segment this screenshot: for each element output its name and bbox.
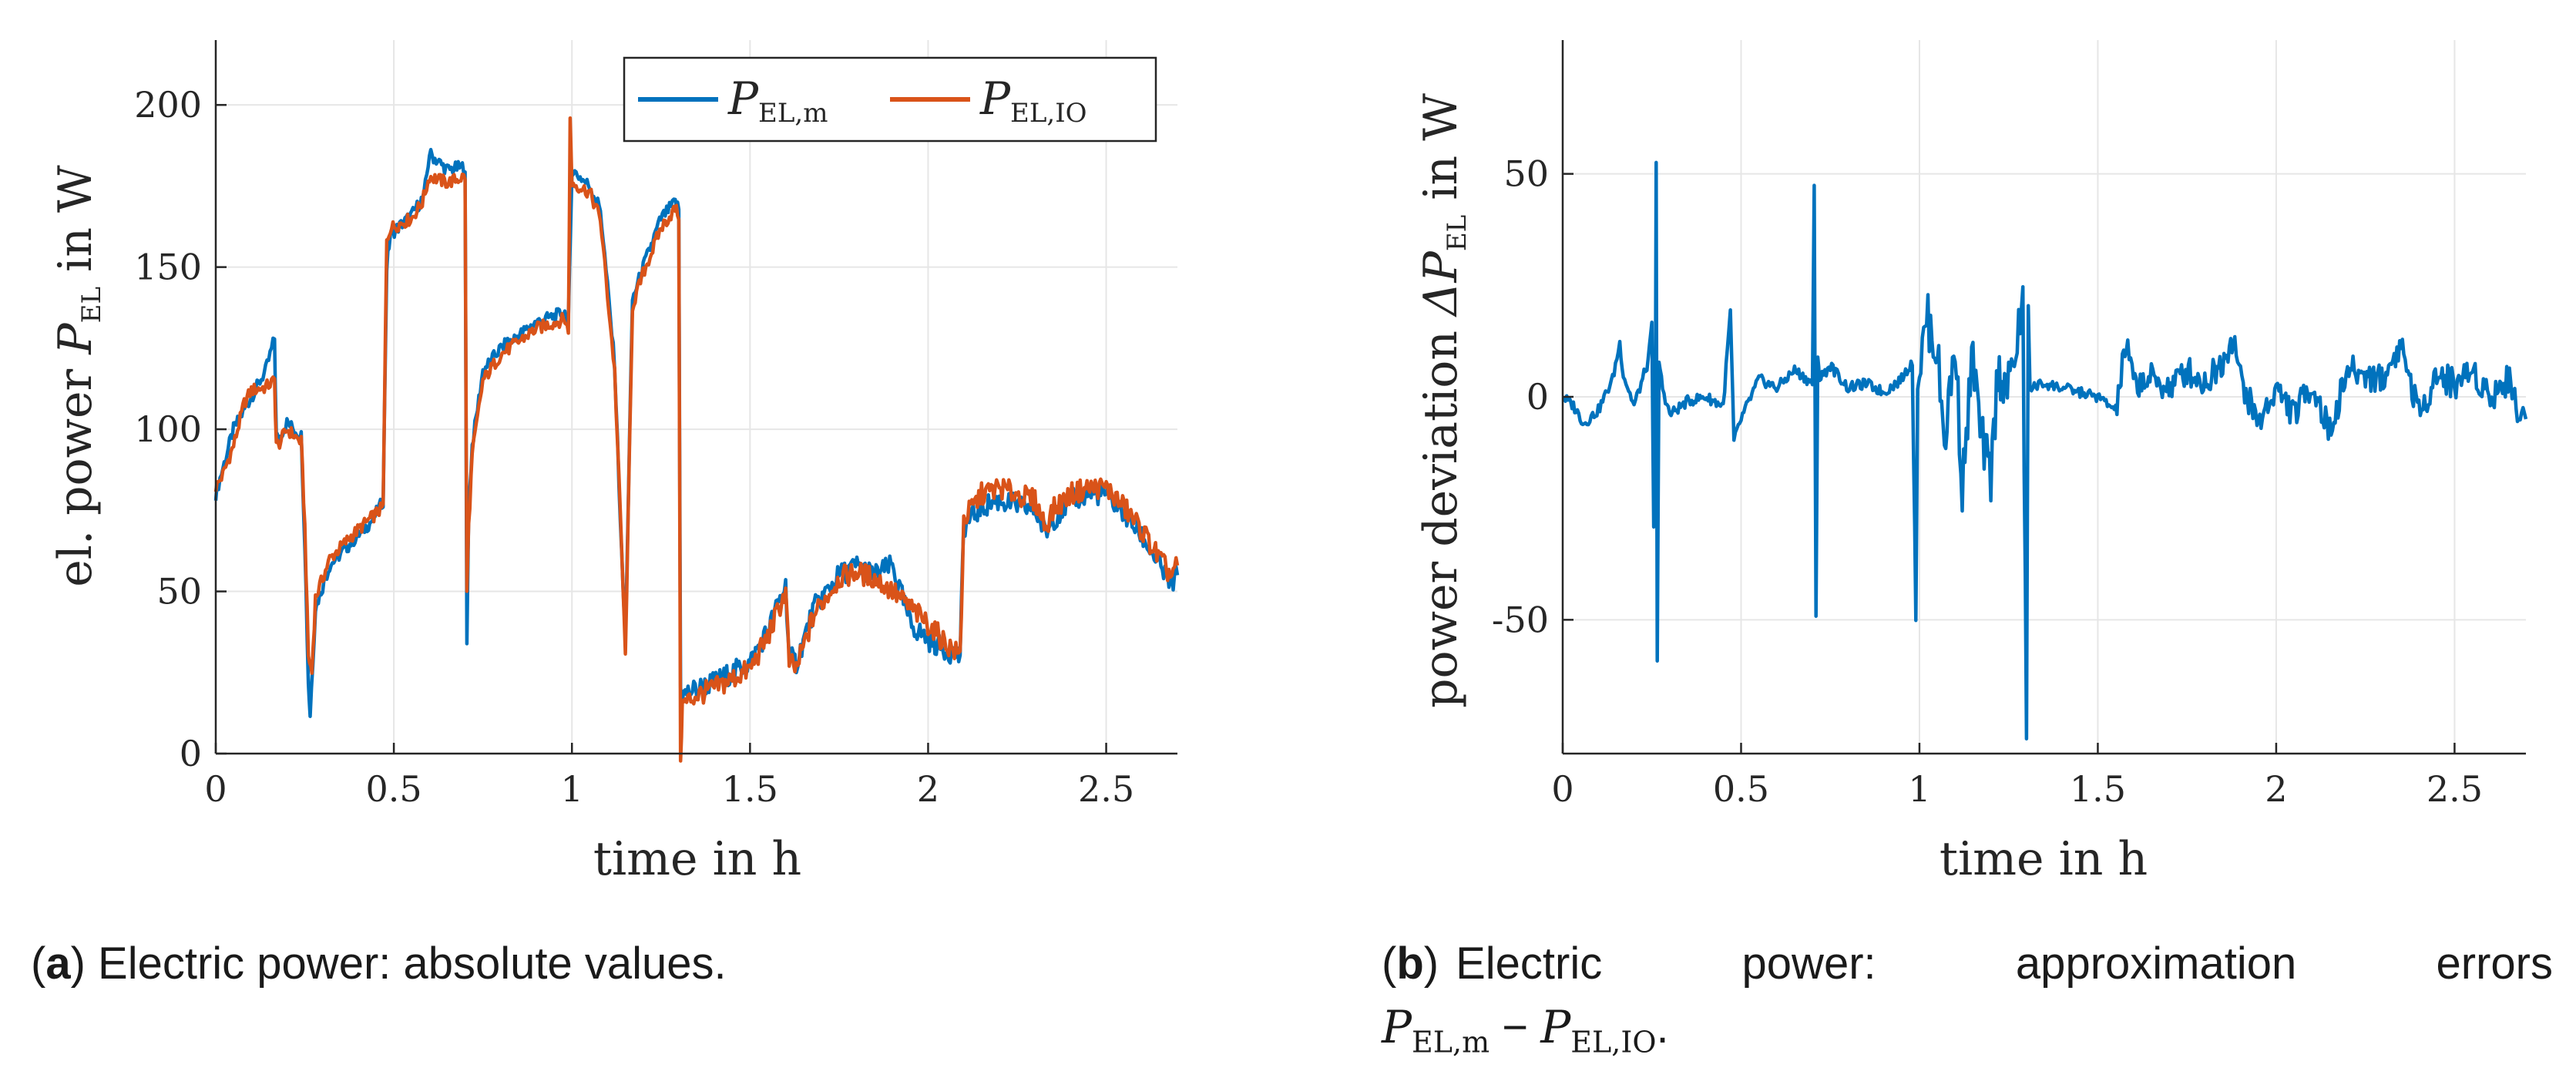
panel-a-y-tick-label-0: 0 <box>180 733 202 774</box>
caption-b-line2: PEL,m − PEL,IO. <box>1382 1001 1669 1059</box>
legend-entry-p-el-m: PEL,m <box>727 72 828 129</box>
panel-a-grid <box>215 40 1177 754</box>
panel-b-y-label-sub: EL <box>1442 215 1473 251</box>
caption-b-line1: (b) Electric power: approximation errors <box>1382 932 2553 996</box>
panel-b-x-axis-label: time in h <box>1940 832 2148 886</box>
panel-a-y-axis-label: el. power PEL in W <box>49 165 107 587</box>
caption-b-label: b <box>1396 939 1424 989</box>
panel-a-y-tick-label-2: 100 <box>134 408 202 450</box>
panel-b-power-deviation: 0 0.5 1 1.5 2 2.5 -50 0 50 time in h power devia… <box>1414 40 2528 886</box>
legend-entry-p-el-io: PEL,IO <box>979 72 1087 129</box>
panel-a-y-tick-label-1: 50 <box>156 571 202 613</box>
legend: PEL,m PEL,IO <box>623 56 1157 143</box>
panel-b-series <box>1562 160 2528 741</box>
panel-a-series-line-0 <box>213 147 1180 718</box>
panel-b-y-axis-label: power deviation ΔPEL in W <box>1414 93 1473 708</box>
panel-a-electric-power: 0 0.5 1 1.5 2 2.5 0 50 100 150 200 time in h el. p… <box>49 40 1180 886</box>
panel-a-y-label-text: el. power <box>49 368 102 586</box>
panel-a-x-tick-label-4: 2 <box>917 768 939 810</box>
panel-a-series <box>213 116 1180 763</box>
panel-b-x-tick-label-5: 2.5 <box>2427 768 2483 810</box>
panel-a-y-tick-label-4: 200 <box>134 84 202 126</box>
panel-a-x-tick-label-3: 1.5 <box>722 768 778 810</box>
panel-a-axes <box>214 40 1177 755</box>
panel-a-x-tick-label-2: 1 <box>561 768 583 810</box>
caption-a: (a) Electric power: absolute values. <box>31 939 727 989</box>
panel-b-y-tick-label-0: -50 <box>1492 599 1549 640</box>
panel-b-y-label-text: power deviation <box>1414 331 1468 708</box>
panel-b-x-tick-label-3: 1.5 <box>2070 768 2126 810</box>
panel-b-y-label-symbol: ΔP <box>1414 250 1468 317</box>
caption-b-text: Electric power: approximation errors <box>1456 939 2553 989</box>
panel-a-y-label-symbol: P <box>49 322 102 355</box>
panel-a-y-label-unit: in W <box>49 165 102 272</box>
panel-b-y-tick-label-1: 0 <box>1526 376 1549 418</box>
panel-a-x-axis-label: time in h <box>593 832 801 886</box>
caption-a-text: Electric power: absolute values. <box>98 939 727 989</box>
caption-a-label: a <box>45 939 71 989</box>
panel-a-x-tick-label-0: 0 <box>204 768 227 810</box>
panel-b-x-tick-label-2: 1 <box>1908 768 1930 810</box>
panel-a-series-line-1 <box>213 116 1180 763</box>
panel-b-x-tick-label-4: 2 <box>2265 768 2287 810</box>
panel-a-x-tick-label-1: 0.5 <box>366 768 422 810</box>
panel-b-y-label-unit: in W <box>1414 93 1468 200</box>
panel-b-x-tick-label-1: 0.5 <box>1713 768 1769 810</box>
panel-b-y-tick-label-2: 50 <box>1503 153 1549 195</box>
panel-b-ticks: 0 0.5 1 1.5 2 2.5 -50 0 50 <box>1492 153 2483 810</box>
panel-a-y-label-sub: EL <box>76 287 107 323</box>
panel-b-x-tick-label-0: 0 <box>1551 768 1573 810</box>
panel-b-series-line-0 <box>1562 160 2528 741</box>
panel-a-ticks: 0 0.5 1 1.5 2 2.5 0 50 100 150 200 <box>134 84 1134 810</box>
panel-a-x-tick-label-5: 2.5 <box>1078 768 1134 810</box>
panel-a-y-tick-label-3: 150 <box>134 247 202 288</box>
caption-b: (b) Electric power: approximation errors … <box>1382 932 2553 1074</box>
